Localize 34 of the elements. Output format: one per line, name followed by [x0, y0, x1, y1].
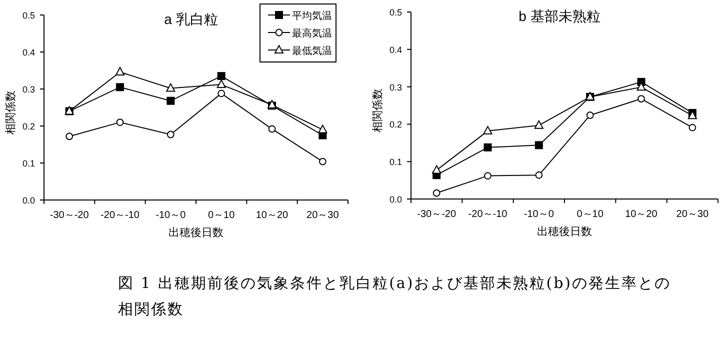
x-tick-label: -30～-20: [50, 210, 90, 221]
y-axis-title: 相関係数: [371, 88, 384, 132]
x-tick-label: -10～0: [524, 209, 554, 220]
x-tick-label: -10～0: [156, 210, 186, 221]
x-axis-title: 出穂後日数: [168, 226, 224, 239]
x-tick-label: 20～30: [306, 210, 340, 221]
x-axis-title: 出穂後日数: [537, 225, 592, 238]
x-tick-label: 0～10: [576, 209, 604, 220]
legend-label: 平均気温: [292, 10, 332, 22]
y-tick-label: 0.4: [389, 44, 402, 55]
legend-label: 最低気温: [292, 45, 332, 57]
chart-title: b 基部未熟粒: [518, 8, 600, 24]
caption: 図 1 出穂期前後の気象条件と乳白粒(a)および基部未熟粒(b)の発生率との相関係数: [118, 273, 672, 320]
x-tick-label: 20～30: [676, 209, 709, 220]
x-tick-label: 10～20: [256, 210, 289, 221]
x-tick-label: -20～-10: [100, 210, 140, 221]
x-tick-label: 0～10: [208, 210, 236, 221]
chart-title: a 乳白粒: [164, 11, 218, 27]
x-tick-label: 10～20: [625, 209, 658, 220]
legend-label: 最高気温: [292, 28, 332, 40]
y-tick-label: 0.2: [389, 120, 402, 130]
y-tick-label: 0.0: [389, 194, 402, 204]
y-tick-label: 0.1: [389, 157, 402, 168]
y-tick-label: 0.4: [22, 48, 35, 58]
y-tick-label: 0.3: [389, 82, 402, 92]
y-tick-label: 0.1: [22, 158, 35, 168]
y-tick-label: 0.0: [22, 196, 35, 206]
x-tick-label: -20～-10: [468, 209, 508, 220]
y-tick-label: 0.5: [389, 8, 402, 18]
y-tick-label: 0.2: [22, 122, 35, 132]
y-tick-label: 0.5: [22, 10, 35, 20]
y-axis-title: 相関係数: [4, 90, 17, 134]
x-tick-label: -30～-20: [417, 209, 456, 220]
y-tick-label: 0.3: [22, 84, 35, 94]
